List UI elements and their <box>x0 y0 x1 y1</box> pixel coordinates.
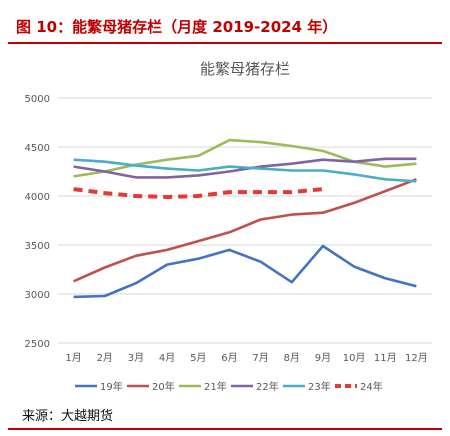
x-tick-label: 10月 <box>343 352 366 364</box>
series-line-23年 <box>73 158 417 183</box>
series-line-21年 <box>73 138 417 178</box>
figure-header: 图 10：能繁母猪存栏（月度 2019-2024 年） <box>8 16 442 44</box>
figure-source: 来源：大越期货 <box>22 409 114 424</box>
x-tick-label: 4月 <box>159 352 175 364</box>
series-line-24年 <box>73 187 324 199</box>
figure-title: 图 10：能繁母猪存栏（月度 2019-2024 年） <box>16 18 338 36</box>
y-tick-label: 2500 <box>25 339 50 350</box>
legend-label: 21年 <box>204 380 227 393</box>
legend-label: 23年 <box>308 380 331 393</box>
x-tick-label: 8月 <box>284 352 300 364</box>
footer-divider <box>8 428 442 430</box>
y-tick-label: 5000 <box>25 94 50 105</box>
x-tick-label: 12月 <box>405 352 428 364</box>
series-line-22年 <box>73 157 417 179</box>
y-tick-label: 3000 <box>25 290 50 301</box>
series-line-20年 <box>73 178 417 283</box>
y-tick-label: 4500 <box>25 143 50 154</box>
legend-label: 22年 <box>256 380 279 393</box>
y-tick-label: 4000 <box>25 192 50 203</box>
y-tick-label: 3500 <box>25 241 50 252</box>
x-tick-label: 11月 <box>374 352 397 364</box>
x-tick-label: 6月 <box>221 352 237 364</box>
chart-title: 能繁母猪存栏 <box>200 60 290 78</box>
x-tick-label: 5月 <box>190 352 206 364</box>
x-tick-label: 2月 <box>97 352 113 364</box>
x-tick-label: 9月 <box>315 352 331 364</box>
series-line-19年 <box>73 244 417 299</box>
x-tick-label: 7月 <box>252 352 268 364</box>
legend-label: 19年 <box>100 380 123 393</box>
x-tick-label: 3月 <box>128 352 144 364</box>
legend-label: 20年 <box>152 380 175 393</box>
legend-label: 24年 <box>360 380 383 393</box>
x-tick-label: 1月 <box>65 352 81 364</box>
